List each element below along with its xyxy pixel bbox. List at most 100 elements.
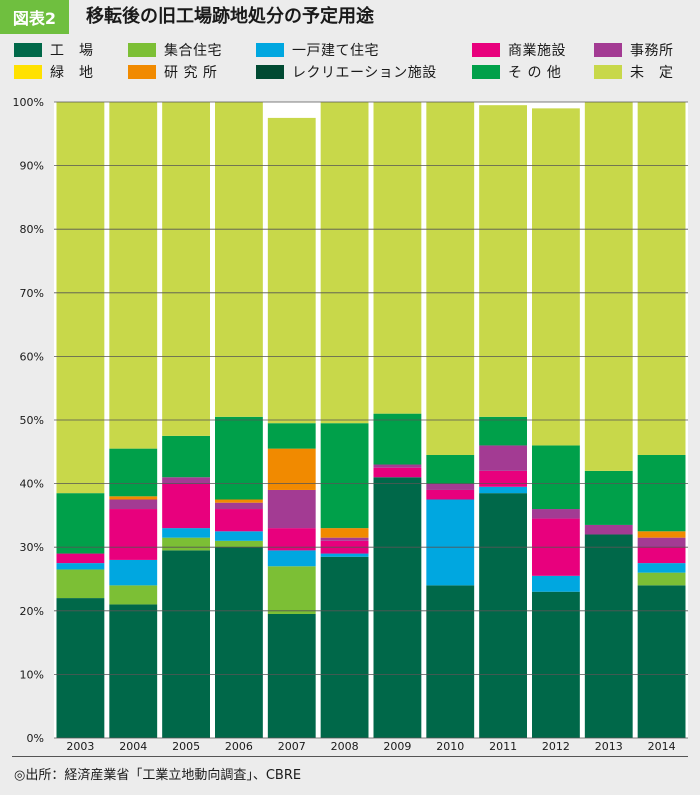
bar-segment-research-2007 <box>267 448 316 490</box>
y-tick-label-1: 10% <box>20 668 44 681</box>
bar-segment-factory-2014 <box>637 585 686 738</box>
legend-swatch-office <box>594 43 622 57</box>
bar-segment-factory-2009 <box>373 477 422 738</box>
x-tick-label-2012: 2012 <box>542 740 570 750</box>
bar-segment-house-2007 <box>267 550 316 567</box>
x-tick-label-2009: 2009 <box>383 740 411 750</box>
x-tick-label-2003: 2003 <box>66 740 94 750</box>
bar-segment-house-2014 <box>637 563 686 573</box>
bar-segment-commercial-2014 <box>637 547 686 564</box>
bar-segment-other-2006 <box>215 416 263 500</box>
bar-segment-research-2006 <box>215 499 263 503</box>
legend-swatch-commercial <box>472 43 500 57</box>
legend-item-recreation: レクリエーション施設 <box>256 62 437 82</box>
bar-segment-house-2003 <box>56 563 105 570</box>
bar-segment-undecided-2006 <box>215 102 263 417</box>
bar-segment-undecided-2007 <box>267 117 316 424</box>
bar-segment-house-2004 <box>109 559 158 586</box>
bar-segment-undecided-2008 <box>320 102 369 424</box>
bar-segment-factory-2011 <box>479 493 527 738</box>
legend-item-research: 研 究 所 <box>128 62 217 82</box>
bar-segment-commercial-2003 <box>56 553 105 564</box>
x-tick-label-2007: 2007 <box>278 740 306 750</box>
legend-label-apartment: 集合住宅 <box>164 43 222 59</box>
bar-segment-commercial-2009 <box>373 467 422 478</box>
bar-segment-office-2013 <box>584 524 633 535</box>
legend-swatch-factory <box>14 43 42 57</box>
legend-swatch-research <box>128 65 156 79</box>
bar-segment-other-2010 <box>426 454 475 484</box>
legend-item-undecided: 未 定 <box>594 62 674 82</box>
x-tick-label-2004: 2004 <box>119 740 147 750</box>
bar-segment-research-2004 <box>109 496 158 500</box>
bar-segment-commercial-2005 <box>162 483 210 529</box>
bar-segment-office-2005 <box>162 477 210 484</box>
legend-item-apartment: 集合住宅 <box>128 40 222 60</box>
bar-segment-undecided-2011 <box>479 105 527 417</box>
bar-segment-undecided-2013 <box>584 102 633 471</box>
x-tick-label-2014: 2014 <box>648 740 676 750</box>
legend-item-office: 事務所 <box>594 40 674 60</box>
x-tick-label-2008: 2008 <box>331 740 359 750</box>
bar-segment-undecided-2003 <box>56 102 105 494</box>
legend-label-research: 研 究 所 <box>164 65 218 81</box>
legend: 工 場 集合住宅 一戸建て住宅 商業施設 事務所緑 地 研 究 所 レクリエーション施設 そ … <box>0 40 700 88</box>
bar-segment-commercial-2004 <box>109 509 158 560</box>
bar-segment-office-2004 <box>109 499 158 510</box>
bar-segment-factory-2007 <box>267 613 316 738</box>
legend-item-factory: 工 場 <box>14 40 94 60</box>
header: 図表2 移転後の旧工場跡地処分の予定用途 <box>0 0 700 34</box>
bar-segment-research-2014 <box>637 531 686 538</box>
y-tick-label-4: 40% <box>20 478 44 491</box>
legend-swatch-undecided <box>594 65 622 79</box>
legend-label-green: 緑 地 <box>50 65 94 81</box>
legend-label-house: 一戸建て住宅 <box>292 43 379 59</box>
bar-segment-other-2014 <box>637 454 686 532</box>
y-tick-label-5: 50% <box>20 414 44 427</box>
bar-segment-other-2013 <box>584 470 633 525</box>
x-tick-label-2006: 2006 <box>225 740 253 750</box>
bar-segment-other-2008 <box>320 423 369 529</box>
bar-segment-office-2010 <box>426 483 475 490</box>
x-tick-label-2010: 2010 <box>436 740 464 750</box>
legend-swatch-house <box>256 43 284 57</box>
y-tick-label-3: 30% <box>20 541 44 554</box>
bar-segment-commercial-2010 <box>426 489 475 500</box>
legend-label-factory: 工 場 <box>50 43 94 59</box>
legend-swatch-apartment <box>128 43 156 57</box>
bar-segment-research-2008 <box>320 528 369 538</box>
legend-item-commercial: 商業施設 <box>472 40 566 60</box>
bar-segment-factory-2005 <box>162 550 210 738</box>
y-tick-label-0: 0% <box>27 732 44 745</box>
y-tick-label-2: 20% <box>20 605 44 618</box>
bar-segment-commercial-2011 <box>479 470 527 487</box>
bar-segment-other-2005 <box>162 435 210 478</box>
bar-segment-office-2007 <box>267 489 316 529</box>
bar-segment-undecided-2014 <box>637 102 686 455</box>
chart-title: 移転後の旧工場跡地処分の予定用途 <box>86 6 374 27</box>
bar-segment-factory-2012 <box>532 591 580 738</box>
legend-label-commercial: 商業施設 <box>508 43 566 59</box>
bar-segment-other-2012 <box>532 445 580 510</box>
bar-segment-undecided-2010 <box>426 102 475 455</box>
bar-segment-undecided-2005 <box>162 102 210 436</box>
y-tick-label-7: 70% <box>20 287 44 300</box>
bar-segment-other-2009 <box>373 413 422 465</box>
legend-label-recreation: レクリエーション施設 <box>292 65 437 81</box>
bar-segment-house-2006 <box>215 531 263 541</box>
bar-segment-office-2008 <box>320 537 369 541</box>
bar-segment-other-2004 <box>109 448 158 497</box>
bar-segment-apartment-2005 <box>162 537 210 551</box>
bar-segment-apartment-2004 <box>109 585 158 605</box>
bar-segment-undecided-2012 <box>532 108 580 446</box>
bar-segment-factory-2013 <box>584 534 633 738</box>
legend-item-house: 一戸建て住宅 <box>256 40 379 60</box>
bar-segment-apartment-2003 <box>56 569 105 599</box>
figure-tag: 図表2 <box>0 0 69 34</box>
bar-segment-house-2012 <box>532 575 580 592</box>
x-tick-label-2005: 2005 <box>172 740 200 750</box>
y-tick-label-10: 100% <box>13 96 44 109</box>
bar-segment-apartment-2014 <box>637 572 686 586</box>
y-tick-label-9: 90% <box>20 160 44 173</box>
bar-segment-office-2009 <box>373 464 422 468</box>
